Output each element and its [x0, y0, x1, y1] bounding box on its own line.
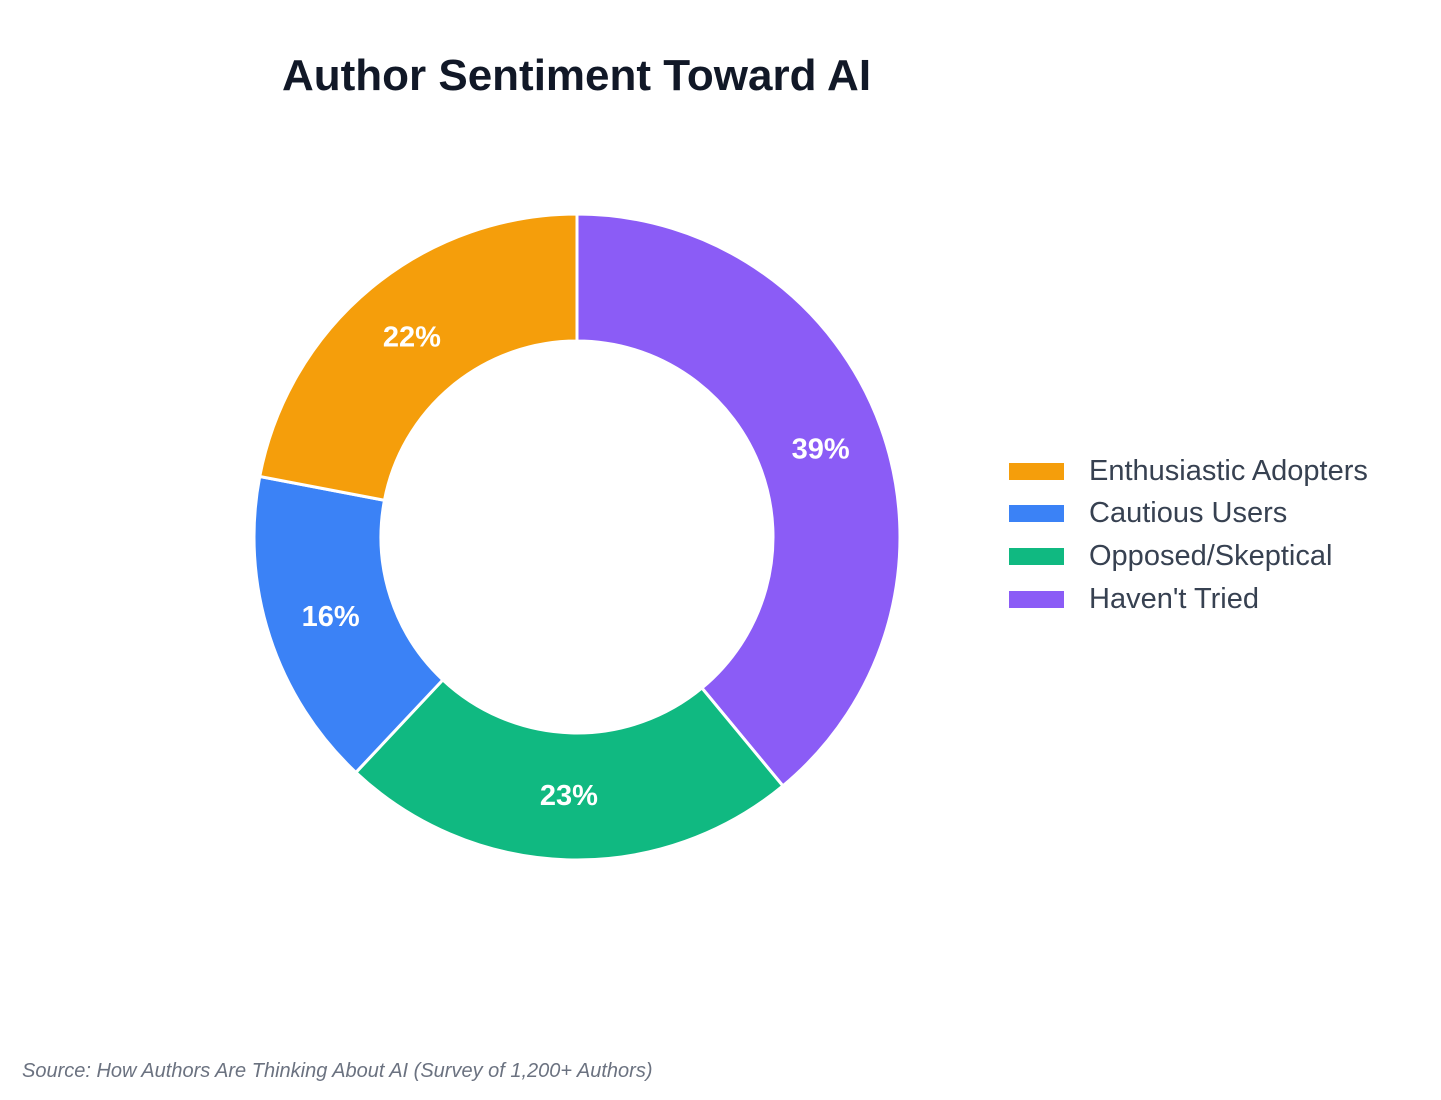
donut-slice-labels: 39% 23% 16% 22%	[302, 321, 850, 811]
slice-label-opposed-skeptical: 23%	[540, 780, 598, 812]
legend-item-enthusiastic-adopters[interactable]: Enthusiastic Adopters	[1009, 450, 1368, 493]
slice-enthusiastic-adopters[interactable]	[257, 212, 579, 503]
slice-haven-t-tried[interactable]	[575, 212, 902, 788]
legend-label: Enthusiastic Adopters	[1089, 454, 1368, 487]
donut-slices	[252, 212, 902, 862]
slice-cautious-users[interactable]	[252, 474, 445, 775]
slice-label-haven-t-tried: 39%	[792, 433, 850, 465]
legend-item-cautious-users[interactable]: Cautious Users	[1009, 493, 1368, 536]
slice-label-cautious-users: 16%	[302, 601, 360, 633]
legend-swatch	[1009, 547, 1064, 565]
legend-label: Opposed/Skeptical	[1089, 539, 1333, 572]
source-note: Source: How Authors Are Thinking About A…	[22, 1060, 653, 1082]
legend-swatch	[1009, 590, 1064, 608]
legend-item-opposed-skeptical[interactable]: Opposed/Skeptical	[1009, 535, 1368, 578]
legend: Enthusiastic Adopters Cautious Users Opp…	[1009, 450, 1368, 620]
slice-opposed-skeptical[interactable]	[353, 677, 786, 862]
legend-swatch	[1009, 462, 1064, 480]
legend-item-havent-tried[interactable]: Haven't Tried	[1009, 578, 1368, 621]
legend-swatch	[1009, 505, 1064, 523]
slice-label-enthusiastic-adopters: 22%	[383, 321, 441, 353]
legend-label: Cautious Users	[1089, 497, 1288, 530]
legend-label: Haven't Tried	[1089, 582, 1259, 615]
chart-title: Author Sentiment Toward AI	[281, 51, 872, 100]
